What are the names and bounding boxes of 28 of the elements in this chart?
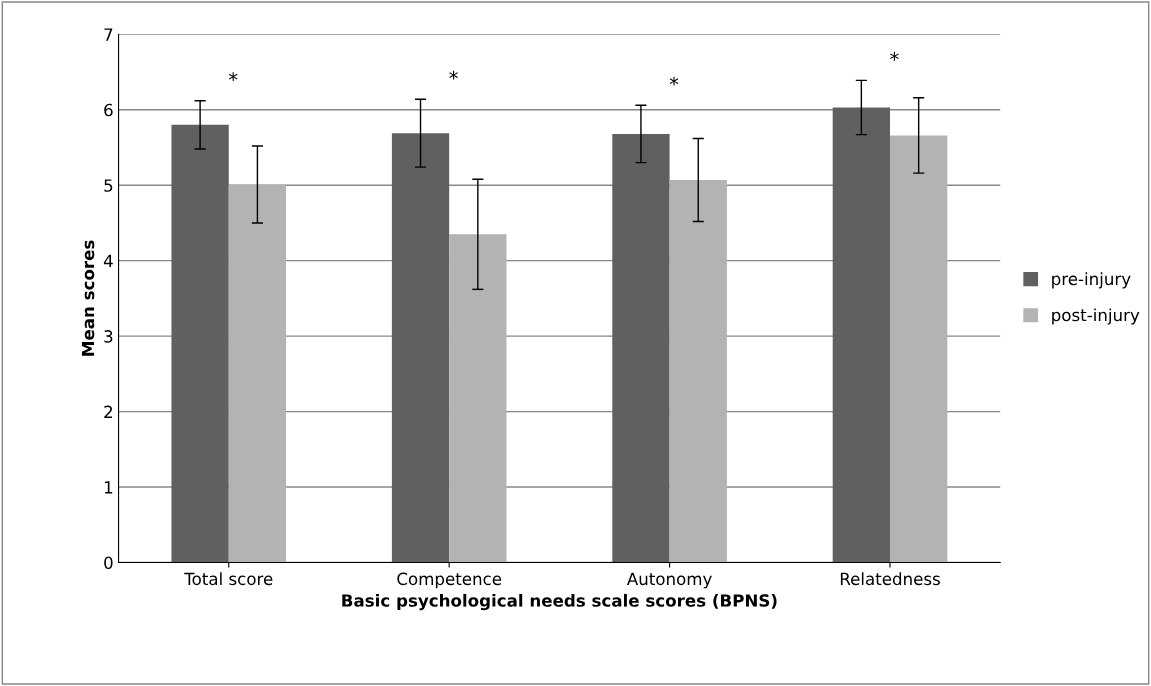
annotation: *: [669, 76, 679, 86]
y-tick-label: 2: [104, 405, 113, 418]
x-axis-title: Basic psychological needs scale scores (BPNS): [342, 593, 777, 611]
x-tick-label: Autonomy: [626, 572, 712, 589]
annotation: *: [890, 51, 899, 61]
bar: [391, 133, 450, 563]
x-tick-label: Relatedness: [840, 572, 940, 586]
bar: [449, 234, 507, 563]
annotation: *: [449, 70, 458, 80]
y-tick-label: 7: [104, 28, 113, 41]
y-tick-label: 3: [104, 330, 113, 343]
legend-label: post-injury: [1052, 308, 1140, 325]
legend-label: pre-injury: [1052, 272, 1131, 289]
annotation: *: [228, 72, 238, 82]
y-tick-label: 0: [104, 556, 113, 570]
x-tick-label: Total score: [184, 572, 273, 586]
bar: [890, 135, 948, 563]
bar: [171, 124, 229, 563]
bar: [612, 133, 670, 563]
y-tick-label: 1: [104, 481, 113, 494]
bar: [669, 179, 727, 563]
bar: [228, 184, 287, 563]
x-tick-label: Competence: [397, 572, 502, 589]
y-axis-title: Mean scores: [81, 240, 95, 356]
y-tick-label: 4: [103, 254, 113, 268]
y-tick-label: 6: [104, 103, 113, 117]
y-tick-label: 5: [104, 179, 113, 192]
bar: [832, 107, 891, 563]
